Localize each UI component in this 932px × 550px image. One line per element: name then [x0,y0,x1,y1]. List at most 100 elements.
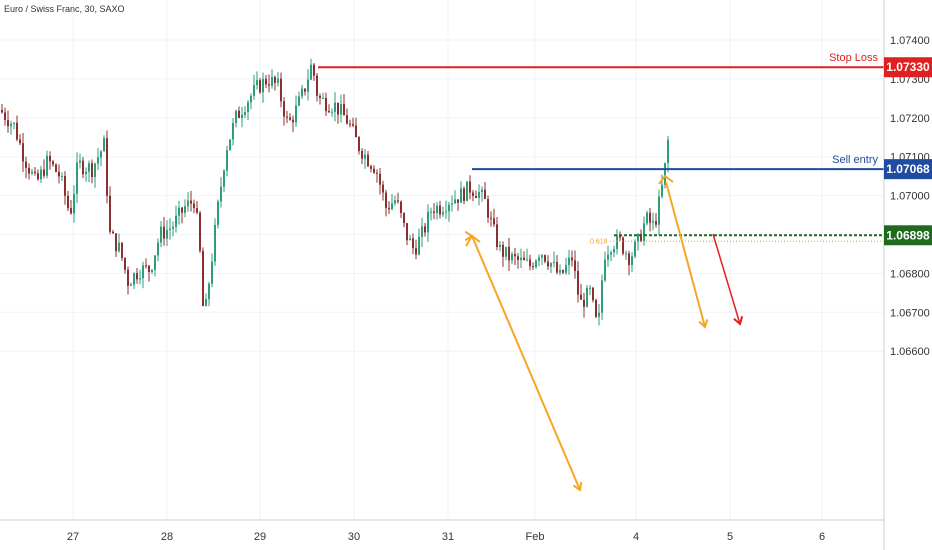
candle-body [328,110,330,113]
candle-body [430,211,432,213]
candle-body [532,266,534,268]
candle-body [361,150,363,159]
candle-body [358,137,360,151]
candle-body [349,123,351,125]
candle-body [622,237,624,254]
candle-body [343,103,345,116]
candle-body [106,138,108,196]
candle-body [664,162,666,185]
price-tick-label: 1.06700 [890,307,930,319]
candle-body [637,234,639,242]
time-tick-label: 5 [727,531,733,543]
candle-body [436,205,438,214]
candle-body [655,221,657,225]
time-tick-label: 28 [161,531,173,543]
candle-body [607,254,609,260]
candle-body [190,200,192,204]
price-tick-label: 1.06800 [890,268,930,280]
price-axis[interactable]: 1.074001.073001.072001.071001.070001.069… [890,35,930,358]
candle-body [157,242,159,256]
candle-body [427,211,429,233]
fib-level-label: 0.618 [590,238,608,245]
candle-body [31,171,33,174]
candle-body [271,76,273,86]
candle-body [445,211,447,213]
candle-body [10,123,12,127]
candle-body [484,189,486,200]
candle-body [535,260,537,268]
candle-body [448,204,450,212]
time-tick-label: 31 [442,531,454,543]
candle-body [571,257,573,261]
candle-body [25,161,27,168]
candle-body [205,299,207,306]
candle-body [385,192,387,208]
candle-body [397,200,399,202]
time-axis[interactable]: 27 28 29 30 31 Feb 4 5 6 [67,531,825,543]
candle-body [583,299,585,307]
time-tick-label: 30 [348,531,360,543]
price-badge-text: 1.06898 [886,228,930,242]
price-badges: 1.07330 1.07068 1.06898 [884,57,932,246]
candle-body [79,160,81,163]
price-badge-text: 1.07330 [886,60,930,74]
candle-body [547,261,549,267]
candle-body [64,175,66,196]
candle-body [265,78,267,85]
candle-body [355,125,357,138]
candle-body [193,203,195,209]
candle-body [661,184,663,197]
candle-body [319,95,321,99]
candle-body [364,154,366,159]
candle-body [478,192,480,198]
candle-body [268,84,270,86]
candle-body [460,188,462,203]
candle-body [220,186,222,202]
candle-body [301,88,303,97]
candle-body [589,287,591,289]
candle-body [304,88,306,92]
candle-body [52,161,54,165]
candle-body [310,64,312,80]
candle-body [331,111,333,113]
candle-body [298,96,300,106]
candle-body [226,150,228,171]
candle-body [598,312,600,317]
candle-body [85,171,87,175]
candle-body [277,78,279,83]
candle-body [463,188,465,201]
candle-body [151,269,153,272]
candle-body [409,238,411,241]
candle-body [28,167,30,174]
candle-body [529,259,531,267]
candle-body [550,263,552,267]
candle-body [376,172,378,174]
candle-body [238,110,240,118]
candle-body [139,278,141,280]
candle-body [295,105,297,123]
candle-body [649,212,651,223]
candle-body [70,208,72,214]
candle-body [184,206,186,213]
candle-body [1,110,3,113]
candle-body [274,76,276,83]
candle-body [373,168,375,173]
time-tick-label: 6 [819,531,825,543]
chart-title: Euro / Swiss Franc, 30, SAXO [4,4,125,14]
candle-body [568,257,570,266]
candle-body [244,112,246,115]
candles [1,58,669,326]
stop-loss-label: Stop Loss [829,52,878,64]
candle-body [451,203,453,205]
candle-body [379,173,381,185]
price-badge [884,57,932,78]
candle-body [457,199,459,203]
candle-body [628,253,630,265]
candle-body [346,115,348,124]
candle-body [118,242,120,252]
candle-body [133,273,135,285]
projection-arrow [665,181,706,328]
candle-body [175,215,177,227]
candle-body [208,283,210,300]
